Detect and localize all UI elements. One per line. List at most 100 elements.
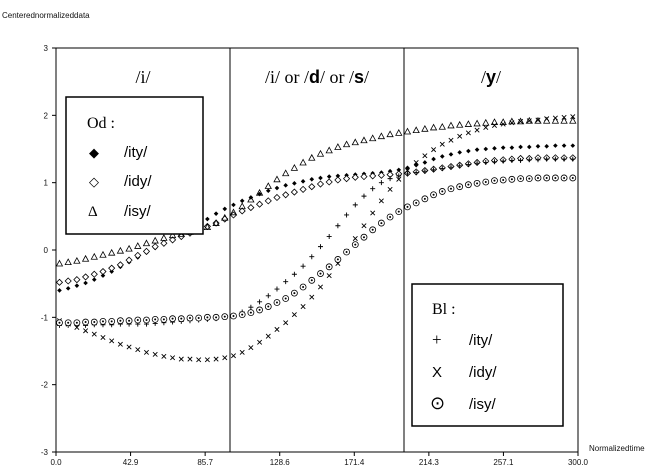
data-point <box>518 157 524 163</box>
legend-bl: Bl : + /ity/ X /idy/ ⊙ /isy/ <box>411 283 564 427</box>
data-point-center <box>519 177 522 180</box>
data-point-center <box>249 311 252 314</box>
data-point <box>248 345 254 351</box>
data-point <box>160 234 168 241</box>
data-point <box>352 236 358 242</box>
data-point <box>292 181 297 186</box>
legend-bl-label-2: /idy/ <box>469 364 497 381</box>
data-point <box>413 159 419 165</box>
data-point <box>431 147 437 153</box>
data-point <box>300 263 306 269</box>
data-point-center <box>188 317 191 320</box>
data-point <box>561 114 567 120</box>
data-point <box>274 326 280 332</box>
data-point-center <box>554 176 557 179</box>
data-point <box>570 156 576 162</box>
data-point <box>344 212 350 218</box>
y-tick-label: 1 <box>44 179 49 188</box>
data-point-center <box>197 317 200 320</box>
data-point-center <box>136 319 139 322</box>
data-point <box>396 173 402 179</box>
data-point <box>109 338 115 344</box>
data-point <box>82 273 90 281</box>
data-point <box>83 280 88 286</box>
data-point <box>247 204 255 212</box>
data-point <box>108 264 116 272</box>
data-point <box>535 117 541 123</box>
data-point <box>387 176 393 182</box>
data-point <box>553 143 558 148</box>
data-point <box>169 236 177 244</box>
data-point-center <box>415 201 418 204</box>
legend-od-glyph-1: ◆ <box>89 145 99 160</box>
data-point <box>81 254 90 262</box>
data-point <box>230 353 236 359</box>
data-point <box>222 355 228 361</box>
data-point-center <box>275 301 278 304</box>
data-point <box>247 195 255 203</box>
data-point <box>152 351 158 357</box>
data-point <box>551 116 560 124</box>
data-point-center <box>354 243 357 246</box>
data-point <box>229 208 238 216</box>
data-point <box>544 144 549 149</box>
data-point <box>570 114 576 120</box>
data-point <box>403 127 412 135</box>
data-point <box>108 248 116 256</box>
data-point-center <box>397 210 400 213</box>
data-point <box>187 356 193 362</box>
data-point <box>239 198 245 204</box>
data-point-center <box>75 321 78 324</box>
data-point <box>439 166 445 172</box>
data-point-center <box>476 182 479 185</box>
y-tick-label: -2 <box>41 381 49 390</box>
region-label-1: /i/ <box>135 67 150 87</box>
data-point <box>257 299 263 305</box>
data-point <box>412 126 420 134</box>
data-point <box>212 219 220 227</box>
data-point <box>448 152 454 157</box>
data-point-center <box>67 321 70 324</box>
legend-od-glyph-2: ◇ <box>89 174 99 189</box>
data-point-center <box>293 292 296 295</box>
data-point <box>326 174 332 179</box>
data-point <box>90 270 98 278</box>
data-point <box>283 320 289 326</box>
data-point-center <box>58 321 61 324</box>
data-point <box>83 328 89 334</box>
data-point-center <box>119 319 122 322</box>
data-point <box>516 117 525 125</box>
x-tick-label: 85.7 <box>197 458 213 467</box>
data-point-center <box>432 193 435 196</box>
data-point <box>569 116 577 124</box>
data-point <box>500 158 506 164</box>
data-point <box>317 284 323 290</box>
data-point-center <box>389 216 392 219</box>
data-point <box>213 211 219 216</box>
legend-od-title: Od : <box>87 115 115 132</box>
data-point-center <box>302 286 305 289</box>
data-point <box>535 157 541 163</box>
data-point <box>509 120 515 126</box>
data-point <box>534 116 542 124</box>
data-point <box>135 347 141 353</box>
data-point <box>221 213 229 221</box>
data-point <box>526 144 532 150</box>
legend-od-box <box>65 96 204 235</box>
data-point <box>290 188 298 196</box>
data-point <box>413 170 419 176</box>
data-point <box>483 124 489 130</box>
data-point <box>317 244 323 250</box>
data-point <box>492 146 497 151</box>
data-point <box>74 283 80 288</box>
data-point <box>395 129 403 136</box>
data-point <box>509 145 515 150</box>
series-5 <box>56 114 576 363</box>
data-point <box>282 169 290 177</box>
region-label-3: /y/ <box>481 67 501 87</box>
data-point <box>291 312 297 318</box>
data-point <box>335 223 341 229</box>
series-3 <box>55 116 577 267</box>
data-point <box>256 200 264 208</box>
